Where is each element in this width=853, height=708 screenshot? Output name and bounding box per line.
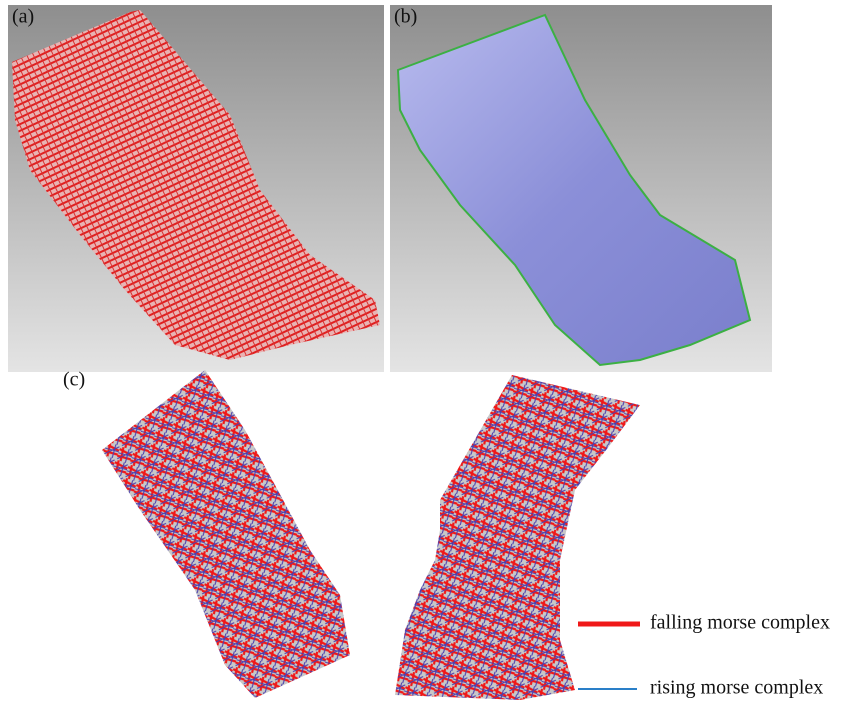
figure: (a) (b) (c) falling morse complex rising… bbox=[0, 0, 853, 708]
panel-label: (a) bbox=[12, 6, 34, 28]
morse-complex-right bbox=[395, 375, 640, 700]
legend-label: falling morse complex bbox=[650, 612, 830, 634]
morse-complex-left bbox=[102, 370, 350, 698]
legend-label: rising morse complex bbox=[650, 677, 823, 699]
panel-label: (c) bbox=[63, 369, 85, 391]
panel-label: (b) bbox=[394, 6, 417, 28]
